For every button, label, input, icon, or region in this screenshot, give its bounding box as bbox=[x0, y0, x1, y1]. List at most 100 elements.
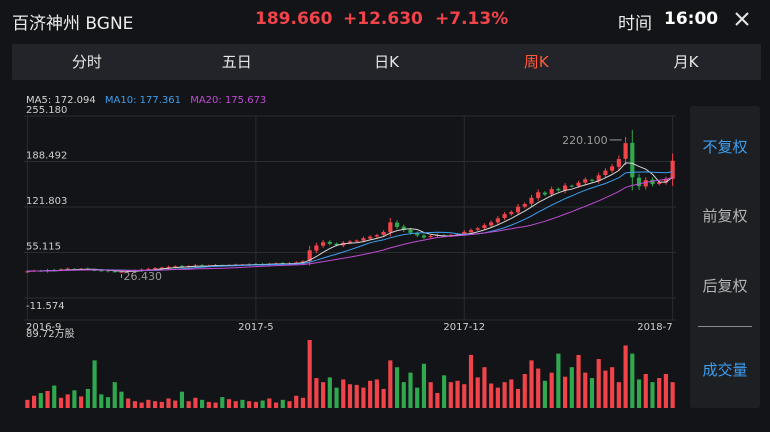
candle-body bbox=[657, 182, 662, 184]
forward-adjust-option[interactable]: 前复权 bbox=[702, 207, 748, 225]
kline-chart[interactable]: 255.180 188.492 121.803 55.115 -11.574 2016-9… bbox=[0, 0, 690, 432]
candle-body bbox=[408, 229, 413, 233]
last-price: 189.660 bbox=[255, 9, 333, 29]
candle-body bbox=[502, 214, 507, 218]
tab-daily-k[interactable]: 日K bbox=[374, 53, 399, 71]
volume-bar bbox=[341, 379, 346, 408]
ma20-line bbox=[27, 177, 673, 272]
volume-bar bbox=[52, 385, 57, 408]
candle-body bbox=[462, 231, 467, 235]
volume-bar bbox=[166, 398, 171, 408]
time-label: 时间 bbox=[618, 14, 652, 34]
close-button[interactable] bbox=[728, 5, 756, 33]
candle-body bbox=[529, 197, 534, 204]
volume-bar bbox=[85, 388, 90, 408]
volume-bar bbox=[253, 401, 258, 408]
volume-bar bbox=[408, 372, 413, 408]
tab-weekly-k[interactable]: 周K bbox=[523, 53, 549, 71]
volume-bar bbox=[213, 402, 218, 408]
tab-five-day[interactable]: 五日 bbox=[221, 53, 252, 71]
candle-body bbox=[455, 234, 460, 236]
ma5-value: MA5: 172.094 bbox=[26, 95, 96, 106]
volume-option[interactable]: 成交量 bbox=[702, 361, 748, 379]
price-change-pct: +7.13% bbox=[435, 9, 509, 29]
volume-bar bbox=[354, 384, 359, 408]
volume-bar bbox=[79, 396, 84, 408]
candle-body bbox=[321, 242, 326, 246]
candle-body bbox=[307, 250, 312, 262]
candle-body bbox=[99, 270, 104, 272]
price-change: +12.630 bbox=[343, 9, 423, 29]
volume-bar bbox=[321, 382, 326, 408]
candle-body bbox=[421, 235, 427, 238]
volume-bar bbox=[650, 382, 655, 408]
volume-bar bbox=[65, 394, 70, 408]
y-tick-label: -11.574 bbox=[26, 301, 65, 312]
volume-bar bbox=[502, 382, 507, 408]
volume-bar bbox=[542, 380, 548, 408]
volume-bar bbox=[415, 387, 420, 408]
volume-bar bbox=[616, 382, 621, 408]
period-tabs: 分时 五日 日K 周K 月K bbox=[12, 44, 761, 80]
volume-bar bbox=[435, 393, 440, 408]
volume-bar bbox=[563, 376, 568, 408]
candle-body bbox=[374, 235, 379, 237]
volume-bar bbox=[307, 340, 312, 408]
volume-bar bbox=[374, 379, 379, 408]
volume-bar bbox=[294, 395, 299, 408]
candle-body bbox=[670, 160, 675, 179]
volume-bar bbox=[200, 399, 205, 408]
x-tick-label: 2017-5 bbox=[238, 322, 273, 333]
candle-body bbox=[589, 179, 595, 181]
volume-bar bbox=[388, 360, 393, 408]
volume-bar bbox=[220, 397, 225, 408]
volume-bar bbox=[38, 393, 43, 408]
candle-body bbox=[549, 189, 554, 195]
volume-bar bbox=[112, 382, 117, 408]
x-tick-label: 2017-12 bbox=[443, 322, 485, 333]
volume-bar bbox=[126, 398, 131, 408]
backward-adjust-option[interactable]: 后复权 bbox=[702, 277, 748, 295]
volume-bar bbox=[31, 395, 37, 408]
volume-bar bbox=[670, 382, 675, 408]
candle-body bbox=[650, 179, 655, 185]
tab-monthly-k[interactable]: 月K bbox=[673, 53, 699, 71]
candle-body bbox=[569, 185, 574, 187]
volume-bar bbox=[596, 359, 601, 408]
volume-bar bbox=[589, 378, 595, 408]
stock-name: 百济神州 BGNE bbox=[12, 14, 134, 34]
volume-bar bbox=[347, 384, 353, 408]
volume-bar bbox=[179, 391, 185, 408]
volume-bar bbox=[361, 387, 366, 408]
candle-body bbox=[522, 204, 527, 207]
volume-bar bbox=[522, 374, 527, 408]
volume-bar bbox=[267, 398, 272, 408]
candle-body bbox=[536, 192, 541, 198]
volume-bar bbox=[273, 402, 279, 408]
volume-bar bbox=[515, 388, 521, 408]
y-tick-label: 255.180 bbox=[26, 105, 67, 116]
volume-bar bbox=[327, 377, 332, 408]
volume-bar bbox=[636, 379, 642, 408]
volume-bar bbox=[643, 374, 648, 408]
volume-bar bbox=[442, 375, 447, 408]
candle-body bbox=[401, 226, 406, 230]
y-tick-label: 188.492 bbox=[26, 150, 67, 161]
candle-body bbox=[105, 270, 111, 272]
volume-bar bbox=[448, 382, 453, 408]
candle-body bbox=[361, 238, 366, 241]
candle-body bbox=[489, 222, 494, 226]
volume-bar bbox=[368, 380, 373, 408]
volume-bar bbox=[583, 372, 588, 408]
tab-intraday[interactable]: 分时 bbox=[71, 53, 102, 71]
candle-body bbox=[347, 241, 353, 243]
volume-bar bbox=[132, 401, 137, 408]
candle-body bbox=[630, 142, 635, 178]
adjustment-panel: 不复权 前复权 后复权 成交量 bbox=[690, 106, 760, 408]
volume-bar bbox=[58, 397, 64, 408]
candle-body bbox=[603, 170, 608, 176]
no-adjust-option[interactable]: 不复权 bbox=[702, 138, 748, 156]
ma10-line bbox=[27, 171, 673, 272]
volume-bar bbox=[25, 399, 30, 408]
volume-bar bbox=[139, 402, 144, 408]
